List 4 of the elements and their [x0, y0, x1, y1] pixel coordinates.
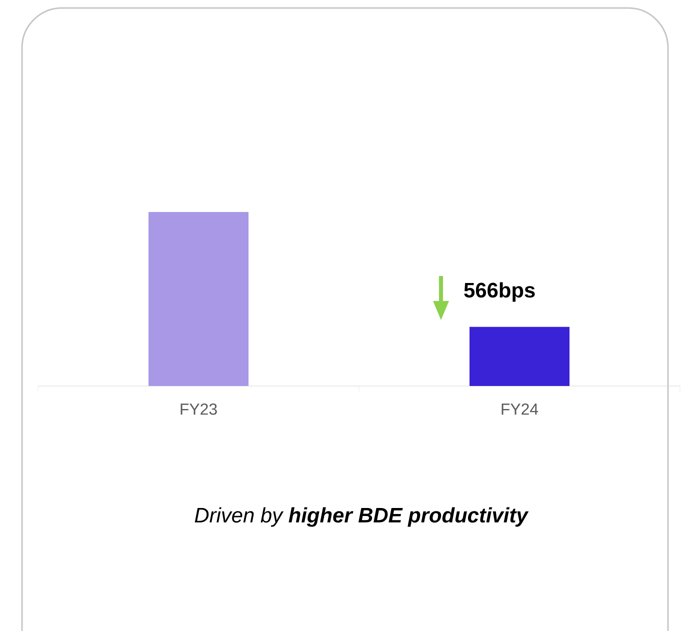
annotation: 566bps	[464, 282, 535, 302]
x-tick-label: FY23	[180, 404, 217, 415]
x-tick-label: FY24	[502, 404, 538, 415]
text: Driven by higher BDE productivity	[194, 507, 529, 527]
